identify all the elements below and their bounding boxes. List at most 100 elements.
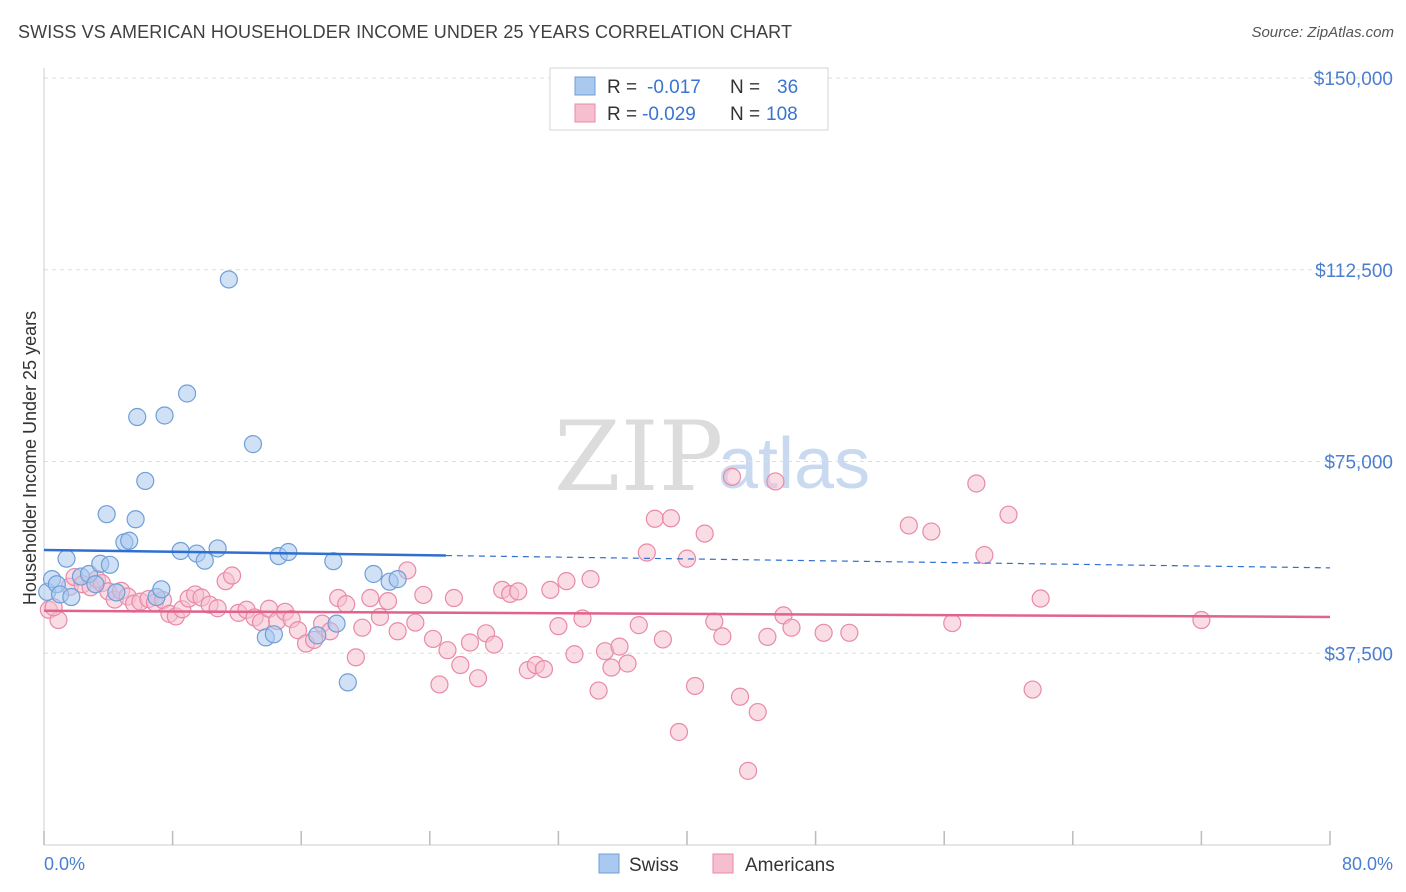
grid-lines [44, 77, 1393, 654]
americans-point [685, 676, 705, 696]
americans-point [222, 566, 242, 585]
americans-point [509, 582, 528, 601]
americans-point [485, 635, 504, 654]
americans-point [1192, 610, 1211, 630]
americans-point [361, 588, 380, 608]
swiss-point [152, 580, 171, 599]
americans-points [39, 467, 1211, 780]
legend-box [549, 67, 829, 131]
swiss-point [126, 510, 145, 529]
americans-point [438, 641, 457, 660]
americans-point [748, 702, 767, 722]
swiss-point [324, 552, 343, 571]
americans-point [814, 623, 833, 642]
americans-point [653, 630, 672, 649]
americans-point [758, 627, 777, 646]
americans-point [557, 572, 576, 591]
americans-point [618, 654, 637, 673]
swiss-point [128, 407, 147, 427]
americans-point [967, 474, 986, 493]
swiss-points [38, 270, 407, 692]
legend-r-label-americans: R = [607, 104, 637, 125]
legend-r-value-americans: -0.029 [642, 104, 696, 125]
americans-point [661, 509, 681, 528]
y-axis-label: Householder Income Under 25 years [20, 311, 40, 605]
swiss-point [243, 435, 263, 454]
swiss-trend-line [43, 548, 446, 557]
americans-point [840, 623, 859, 642]
americans-point [353, 618, 372, 637]
swiss-point [264, 625, 283, 644]
source-credit: Source: ZipAtlas.com [1251, 24, 1394, 41]
americans-point [468, 669, 488, 688]
y-tick-label: $75,000 [1324, 453, 1393, 474]
americans-point [943, 613, 962, 633]
americans-point [565, 645, 584, 664]
y-tick-label: $150,000 [1314, 69, 1393, 90]
americans-point [713, 627, 732, 646]
swiss-point [364, 564, 383, 584]
swiss-point [57, 549, 76, 568]
americans-point [695, 524, 714, 543]
legend-n-value-americans: 108 [766, 104, 798, 125]
y-tick-labels: $37,500 $75,000 $112,500 $150,000 [1314, 69, 1393, 665]
americans-point [208, 599, 227, 618]
swiss-point [97, 505, 116, 524]
swiss-point [219, 270, 238, 289]
americans-point [705, 612, 724, 631]
americans-point [423, 629, 443, 649]
legend-n-label-swiss: N = [730, 77, 760, 98]
americans-point [388, 622, 407, 641]
americans-point [730, 687, 750, 706]
americans-point [637, 543, 656, 562]
americans-point [645, 509, 664, 528]
swiss-point [136, 471, 155, 491]
swiss-point [100, 555, 120, 574]
americans-point [534, 660, 554, 679]
swiss-point [338, 673, 357, 692]
swiss-point [155, 406, 174, 425]
americans-point [899, 516, 918, 535]
correlation-legend: R = -0.017 N = 36 R = -0.029 N = 108 [549, 67, 829, 131]
legend-item-americans: Americans [745, 855, 835, 876]
americans-point [581, 570, 600, 589]
swiss-point [177, 384, 197, 403]
swiss-point [327, 614, 346, 633]
americans-point [451, 655, 470, 675]
americans-point [738, 761, 758, 780]
swiss-point [279, 542, 298, 562]
americans-trend-line [43, 609, 1331, 619]
americans-point [1023, 680, 1042, 699]
americans-point [549, 617, 568, 636]
swiss-trend-line-extrapolated [445, 554, 1331, 569]
americans-point [610, 637, 629, 656]
americans-point [722, 467, 742, 486]
americans-point [430, 675, 449, 694]
americans-point [541, 580, 560, 599]
y-tick-label: $37,500 [1324, 644, 1393, 665]
americans-point [406, 613, 425, 632]
swiss-point [195, 551, 214, 570]
legend-item-americans-swatch [712, 853, 734, 874]
legend-swatch-swiss [574, 76, 596, 96]
legend-n-value-swiss: 36 [777, 77, 798, 98]
legend-r-value-swiss: -0.017 [647, 77, 701, 98]
legend-item-swiss: Swiss [629, 855, 679, 876]
swiss-point [120, 531, 139, 550]
series-legend: Swiss Americans [598, 853, 835, 876]
americans-point [414, 585, 433, 605]
americans-point [288, 621, 308, 640]
americans-point [629, 616, 648, 635]
x-tick-label-max: 80.0% [1342, 854, 1393, 874]
americans-point [766, 472, 785, 491]
swiss-point [62, 587, 81, 607]
watermark-zip: ZIP [554, 401, 723, 513]
americans-point [922, 522, 941, 541]
americans-point [669, 722, 689, 742]
legend-item-swiss-swatch [598, 853, 620, 874]
watermark-atlas: atlas [718, 424, 870, 504]
legend-r-label-swiss: R = [607, 77, 637, 98]
americans-point [460, 633, 480, 652]
y-tick-label: $112,500 [1315, 261, 1393, 282]
americans-point [999, 505, 1018, 524]
